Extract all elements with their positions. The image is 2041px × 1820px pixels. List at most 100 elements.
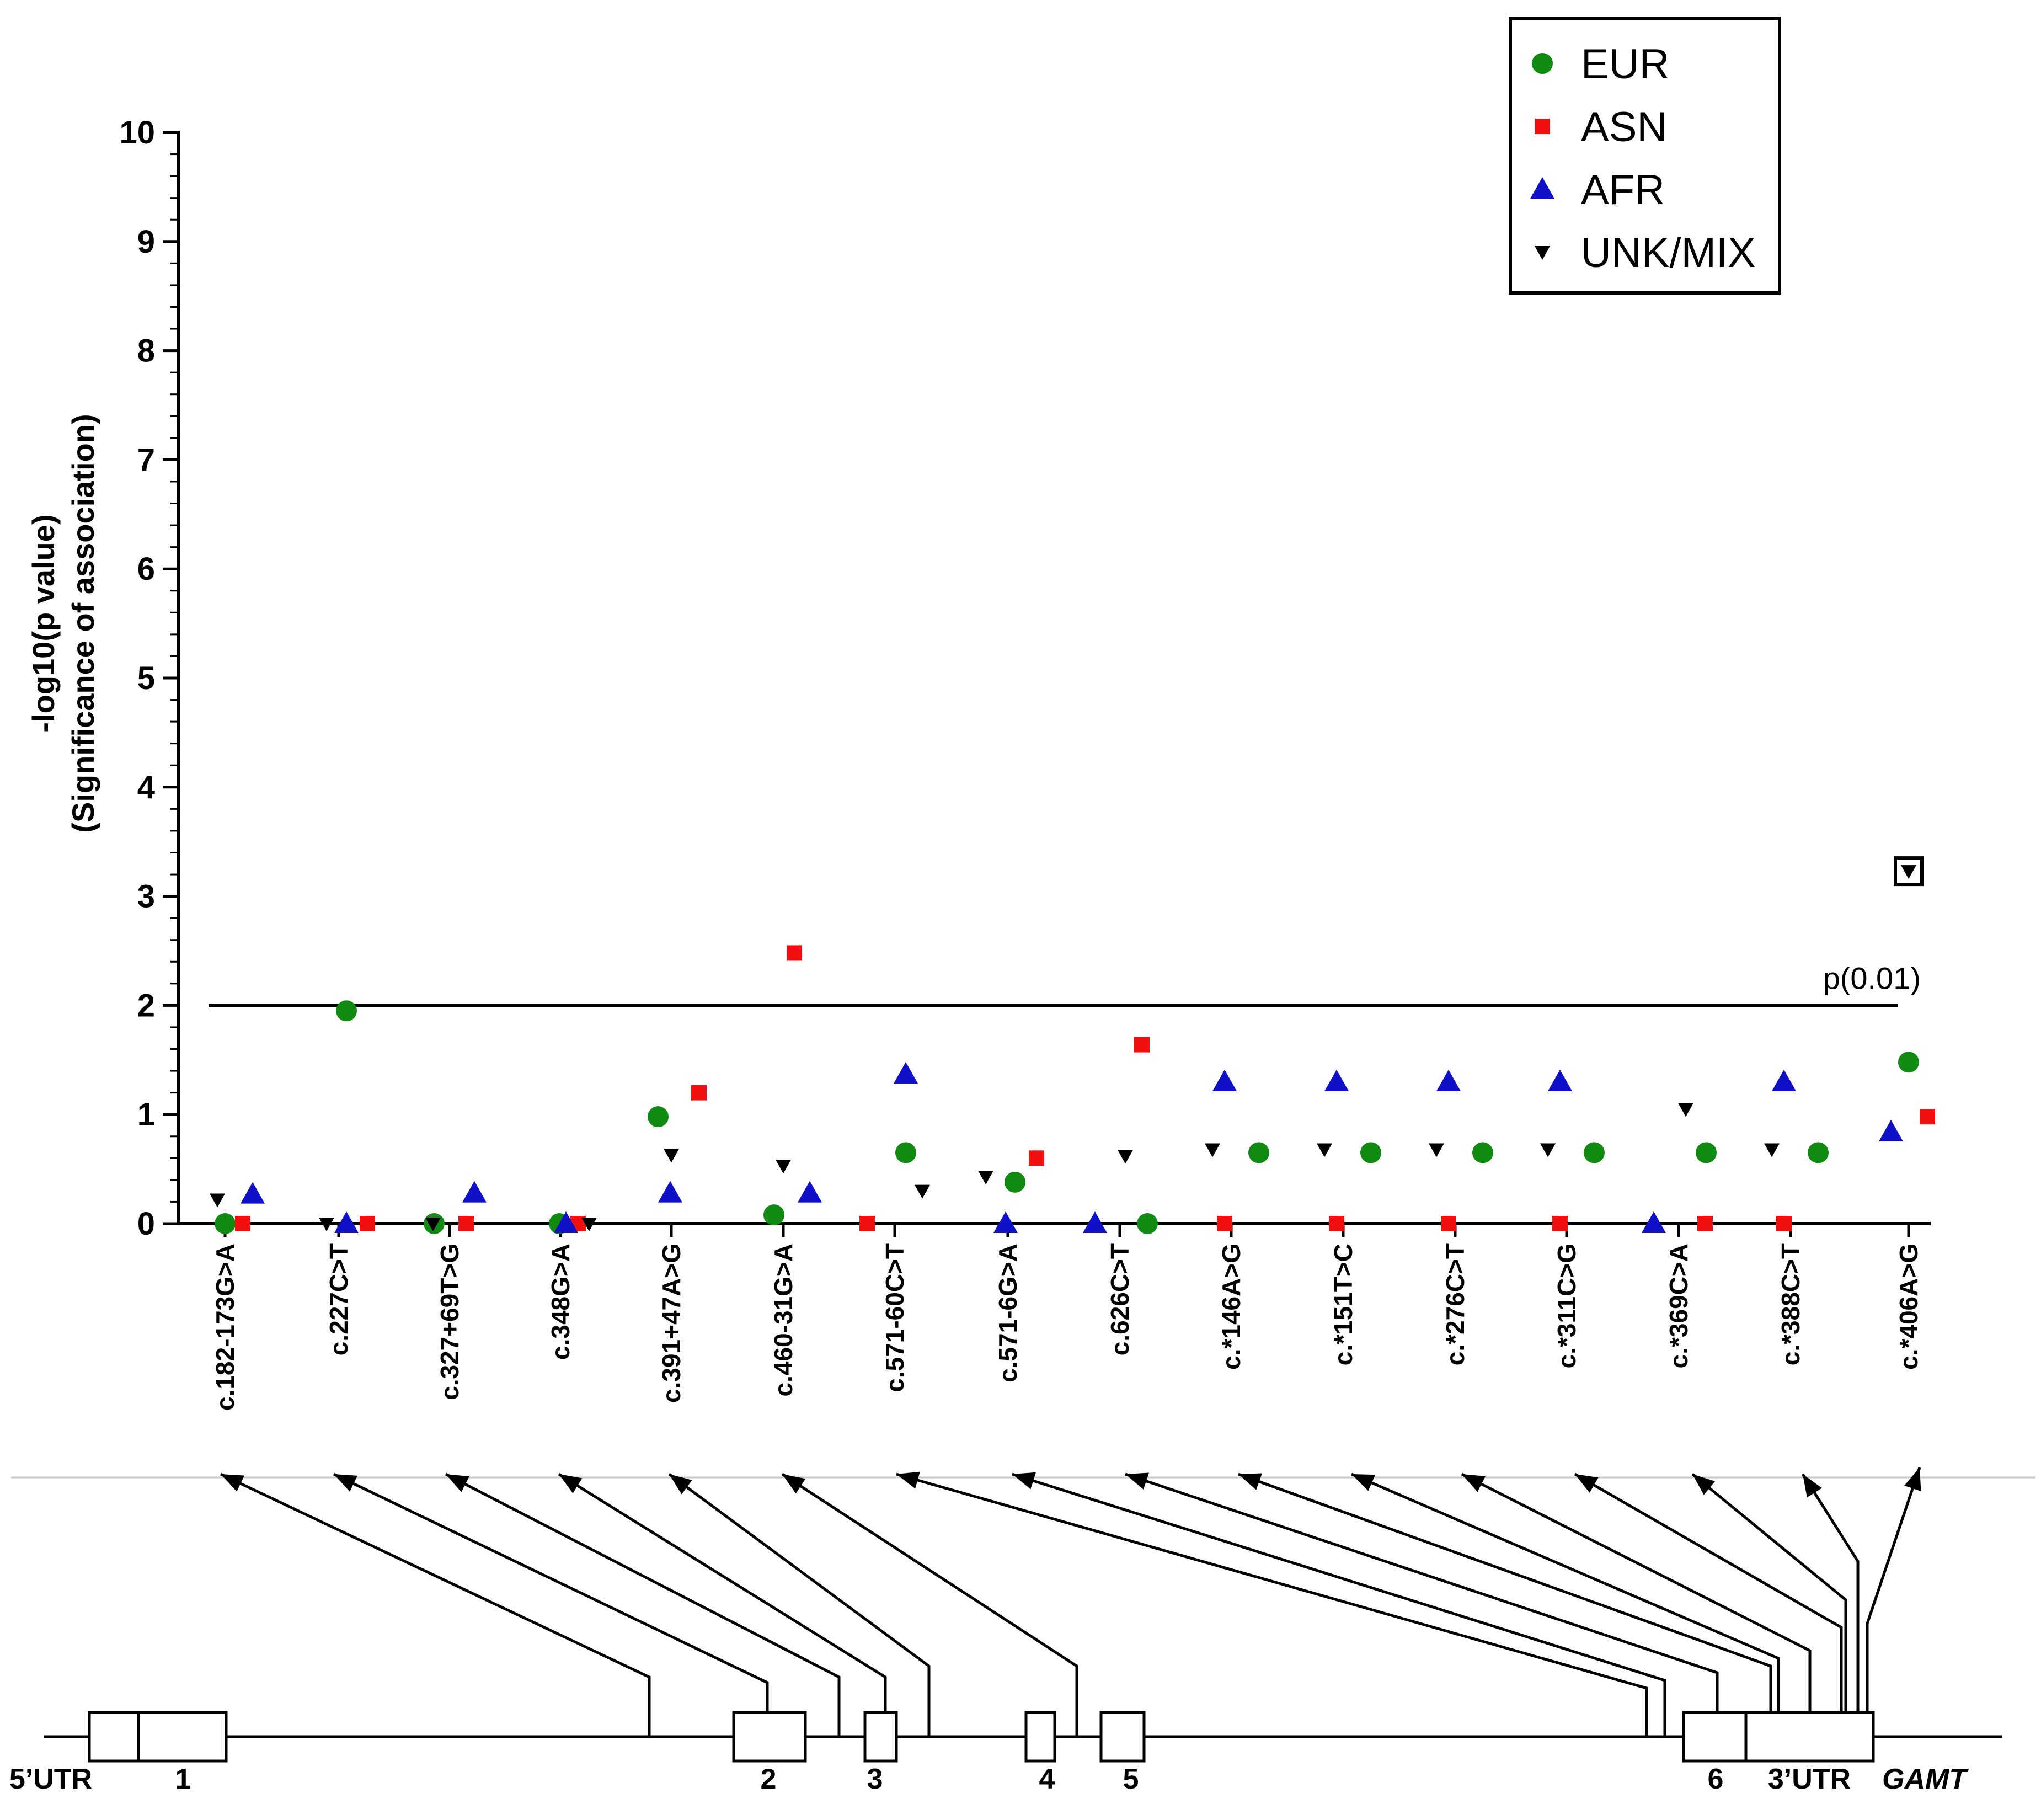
y-tick-label: 10 xyxy=(119,115,155,151)
exon-box xyxy=(1744,1711,1875,1763)
gene-region-label: 1 xyxy=(175,1763,191,1795)
data-point-eur xyxy=(1137,1213,1158,1234)
data-point-asn xyxy=(458,1216,474,1231)
connector-line xyxy=(1238,1472,1772,1712)
connector-line xyxy=(1351,1472,1780,1712)
gene-name-label: GAMT xyxy=(1882,1763,1969,1795)
gene-region-label: 2 xyxy=(761,1763,777,1795)
y-tick-label: 7 xyxy=(137,442,155,478)
x-tick-label: c.626C>T xyxy=(1105,1243,1134,1355)
connector-line xyxy=(1866,1467,1921,1712)
x-tick-label: c.327+69T>G xyxy=(435,1243,464,1400)
data-point-afr xyxy=(1642,1211,1666,1233)
connector-arrowhead xyxy=(221,1474,244,1492)
data-point-unk-mix xyxy=(210,1193,225,1208)
gene-region-label: 3’UTR xyxy=(1768,1763,1851,1795)
data-point-asn xyxy=(1552,1216,1568,1231)
connector-arrowhead xyxy=(1904,1467,1921,1492)
data-point-asn xyxy=(859,1216,875,1231)
x-tick-label: c.*369C>A xyxy=(1664,1243,1693,1368)
exon-box xyxy=(1099,1711,1146,1763)
x-tick-label: c.348G>A xyxy=(546,1243,575,1360)
gene-region-label: 5’UTR xyxy=(9,1763,92,1795)
series-afr xyxy=(241,1062,1903,1233)
data-point-eur xyxy=(1005,1171,1025,1193)
data-point-afr xyxy=(462,1181,487,1203)
data-point-eur xyxy=(1360,1142,1381,1163)
connector-arrowhead xyxy=(896,1471,920,1489)
y-tick-label: 2 xyxy=(137,988,155,1023)
y-axis-sublabel: (Significance of association) xyxy=(66,414,100,832)
data-point-asn xyxy=(1134,1037,1150,1053)
data-point-eur xyxy=(1248,1142,1269,1163)
x-tick-label: c.*406A>G xyxy=(1894,1243,1923,1370)
data-point-afr xyxy=(1083,1211,1107,1233)
data-point-asn xyxy=(1329,1216,1344,1231)
data-point-asn xyxy=(787,945,802,961)
data-point-asn xyxy=(235,1216,250,1231)
connector-line xyxy=(220,1472,651,1737)
data-point-asn xyxy=(691,1085,707,1101)
data-point-eur xyxy=(1898,1052,1919,1073)
x-tick-label: c.*276C>T xyxy=(1441,1243,1470,1365)
connector-arrowhead xyxy=(446,1474,469,1492)
data-point-eur xyxy=(1808,1142,1829,1163)
gene-region-label: 3 xyxy=(867,1763,883,1795)
connector-arrowhead xyxy=(1462,1474,1486,1492)
y-tick-label: 5 xyxy=(137,660,155,696)
exon-box xyxy=(863,1711,898,1763)
gene-structure-diagram: 5’UTR 1 2 3 4 5 6 3’UTR GAMT xyxy=(9,1467,2002,1795)
data-point-unk-mix xyxy=(915,1184,930,1199)
connector-line xyxy=(1574,1472,1843,1712)
exon-box xyxy=(732,1711,807,1763)
connector-arrowhead xyxy=(1692,1474,1716,1495)
connector-line xyxy=(1801,1473,1860,1712)
series-asn xyxy=(235,945,1935,1231)
gene-region-label: 5 xyxy=(1123,1763,1139,1795)
data-point-eur xyxy=(1584,1142,1605,1163)
connector-line xyxy=(445,1472,841,1737)
data-point-eur xyxy=(336,1000,357,1022)
data-point-afr xyxy=(658,1181,682,1203)
connector-arrowhead xyxy=(1351,1474,1376,1491)
series-unk-mix xyxy=(210,865,1916,1231)
y-tick-label: 4 xyxy=(137,770,155,805)
legend-marker xyxy=(1535,246,1550,260)
data-point-asn xyxy=(1776,1216,1792,1231)
data-point-unk-mix xyxy=(1205,1143,1220,1157)
legend-marker xyxy=(1530,177,1554,199)
data-point-unk-mix xyxy=(978,1170,993,1184)
data-points xyxy=(210,856,1935,1234)
data-point-unk-mix xyxy=(664,1149,679,1163)
x-tick-label: c.571-6G>A xyxy=(993,1243,1022,1383)
x-tick-label: c.571-60C>T xyxy=(880,1243,909,1392)
data-point-afr xyxy=(554,1211,578,1233)
connector-line xyxy=(1461,1472,1812,1712)
connector-line xyxy=(896,1472,1648,1737)
connector-line xyxy=(333,1472,769,1712)
gene-region-label: 6 xyxy=(1708,1763,1724,1795)
x-tick-label: c.391+47A>G xyxy=(657,1243,686,1403)
y-axis: 0 1 2 3 4 5 6 7 8 9 10 xyxy=(119,115,180,1242)
y-tick-label: 0 xyxy=(137,1206,155,1242)
data-point-afr xyxy=(334,1211,359,1233)
data-point-unk-mix xyxy=(1764,1143,1780,1157)
data-point-afr xyxy=(993,1211,1018,1233)
x-tick-label: c.*311C>G xyxy=(1552,1243,1581,1368)
data-point-unk-mix xyxy=(1317,1143,1332,1157)
data-point-unk-mix xyxy=(776,1160,791,1174)
data-point-afr xyxy=(1324,1069,1349,1091)
connector-arrowhead xyxy=(669,1474,692,1495)
data-point-eur xyxy=(215,1213,236,1234)
data-point-asn xyxy=(1697,1216,1713,1231)
data-point-unk-mix xyxy=(1429,1143,1444,1157)
data-point-unk-mix xyxy=(425,1218,441,1231)
data-point-afr xyxy=(1879,1119,1903,1141)
connector-arrowhead xyxy=(559,1474,583,1493)
legend-marker xyxy=(1535,119,1550,134)
legend-entry: UNK/MIX xyxy=(1581,229,1756,276)
connector-line xyxy=(1012,1472,1666,1737)
series-eur xyxy=(215,1000,1919,1234)
legend-entry: EUR xyxy=(1581,41,1669,88)
